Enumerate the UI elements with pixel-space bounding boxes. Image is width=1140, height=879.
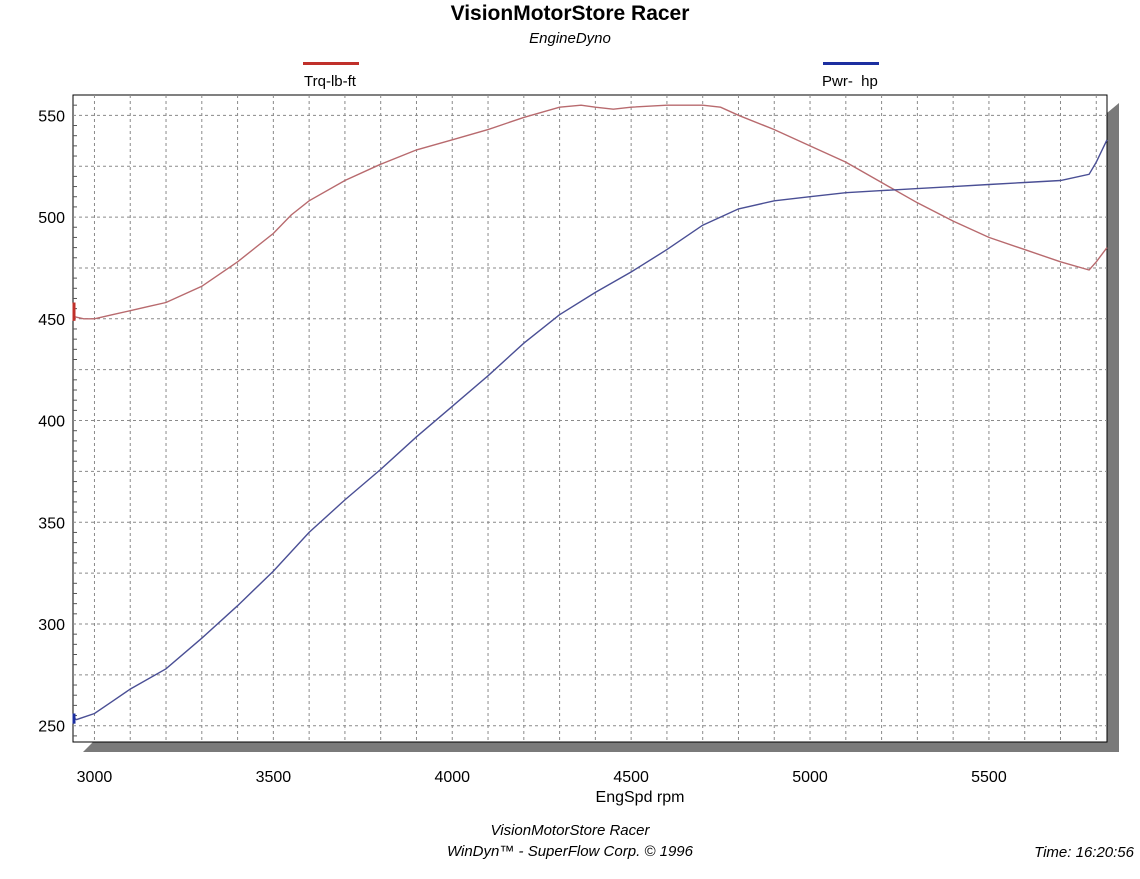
y-tick-label: 450: [38, 312, 65, 329]
x-tick-label: 5000: [792, 769, 828, 786]
y-tick-label: 500: [38, 210, 65, 227]
chart-subtitle: EngineDyno: [529, 30, 611, 47]
chart-title: VisionMotorStore Racer: [450, 2, 690, 25]
x-tick-label: 5500: [971, 769, 1007, 786]
legend-label-torque: Trq-lb-ft: [304, 73, 356, 90]
legend-swatch-torque: [303, 62, 359, 65]
plot-area: [72, 94, 1108, 743]
power-series-line: [72, 139, 1108, 721]
x-tick-label: 4500: [613, 769, 649, 786]
timestamp: Time: 16:20:56: [1034, 844, 1134, 861]
footer-title: VisionMotorStore Racer: [490, 822, 650, 839]
x-tick-label: 4000: [434, 769, 470, 786]
legend-label-power: Pwr- hp: [822, 73, 878, 90]
y-tick-label: 400: [38, 414, 65, 431]
legend-swatch-power: [823, 62, 879, 65]
y-tick-label: 250: [38, 719, 65, 736]
x-axis-label: EngSpd rpm: [596, 789, 685, 806]
y-tick-label: 300: [38, 617, 65, 634]
x-tick-label: 3500: [256, 769, 292, 786]
x-tick-label: 3000: [77, 769, 113, 786]
y-tick-label: 350: [38, 515, 65, 532]
torque-series-line: [72, 104, 1108, 320]
footer-copyright: WinDyn™ - SuperFlow Corp. © 1996: [446, 843, 693, 860]
y-tick-label: 550: [38, 108, 65, 125]
